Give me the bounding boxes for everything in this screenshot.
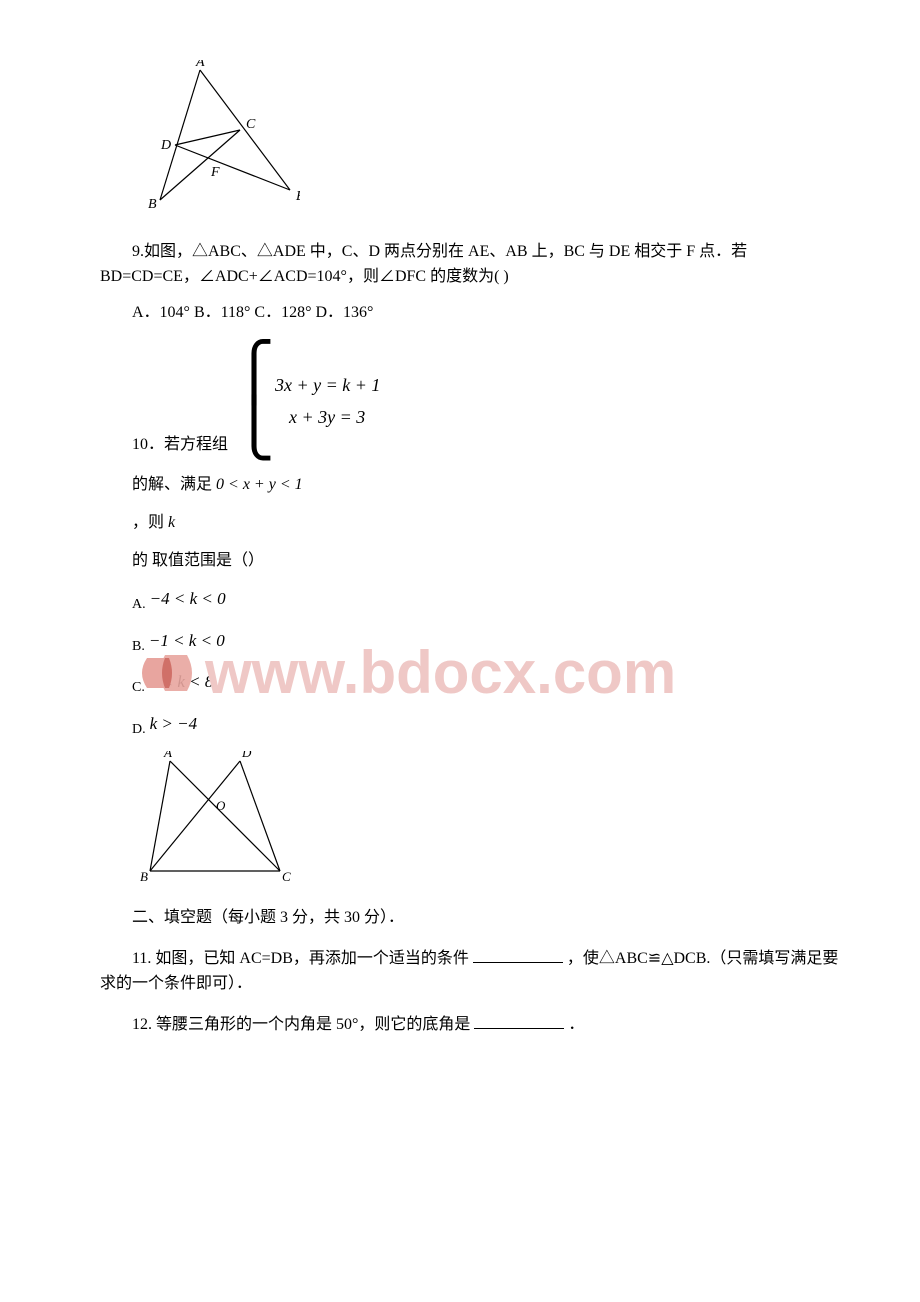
optC-label: C.	[132, 681, 145, 696]
svg-text:E: E	[295, 189, 300, 204]
q11-t1: 11. 如图，已知 AC=DB，再添加一个适当的条件	[132, 950, 469, 967]
svg-text:C: C	[246, 117, 256, 132]
optD-expr: k > −4	[150, 714, 198, 733]
q10-range-line: 的 取值范围是（）	[100, 548, 840, 574]
svg-text:B: B	[140, 869, 148, 881]
q10-optB: B. −1 < k < 0	[100, 627, 840, 659]
q10-cond-line: 的解、满足 0 < x + y < 1	[100, 472, 840, 498]
eq2: x + 3y = 3	[275, 401, 380, 433]
svg-text:A: A	[195, 60, 205, 70]
svg-text:D: D	[241, 751, 252, 760]
q10-k: k	[168, 514, 175, 531]
q12-t2: ．	[568, 1016, 584, 1033]
q10-cond: 0 < x + y < 1	[216, 476, 303, 493]
eq1: 3x + y = k + 1	[275, 369, 380, 401]
svg-text:B: B	[148, 197, 157, 210]
q11-text: 11. 如图，已知 AC=DB，再添加一个适当的条件 ，使△ABC≌△DCB.（…	[100, 946, 840, 997]
svg-text:D: D	[160, 138, 171, 153]
q10-sol-label: 的解、满足	[132, 476, 212, 493]
svg-text:F: F	[210, 165, 220, 180]
q10-optA: A. −4 < k < 0	[100, 585, 840, 617]
optA-expr: −4 < k < 0	[150, 589, 226, 608]
svg-text:O: O	[216, 798, 226, 813]
equation-system: ⎧⎩ 3x + y = k + 1 x + 3y = 3	[233, 345, 380, 457]
eq1-rhs: k + 1	[342, 375, 380, 395]
section2-title: 二、填空题（每小题 3 分，共 30 分）．	[100, 905, 840, 931]
q10-then: ，则	[132, 514, 164, 531]
optD-label: D.	[132, 722, 146, 737]
brace-icon: ⎧⎩	[233, 345, 275, 457]
eq1-lhs: 3x + y	[275, 375, 321, 395]
q12-blank	[474, 1013, 564, 1029]
q12-t1: 12. 等腰三角形的一个内角是 50°，则它的底角是	[132, 1016, 470, 1033]
optB-expr: −1 < k < 0	[149, 631, 225, 650]
q11-blank	[473, 947, 563, 963]
optA-label: A.	[132, 597, 146, 612]
optC-expr: 0 < k < 8	[149, 672, 214, 691]
q10-stem: 10．若方程组 ⎧⎩ 3x + y = k + 1 x + 3y = 3	[100, 345, 840, 457]
q10-optC: C. 0 < k < 8	[100, 668, 840, 700]
eq2-lhs: x + 3y	[289, 407, 335, 427]
q9-options: A．104° B．118° C．128° D．136°	[100, 300, 840, 326]
q9-text: 9.如图，△ABC、△ADE 中，C、D 两点分别在 AE、AB 上，BC 与 …	[100, 239, 840, 290]
q12-text: 12. 等腰三角形的一个内角是 50°，则它的底角是 ．	[100, 1012, 840, 1038]
q10-optD: D. k > −4	[100, 710, 840, 742]
q11-figure: A D B C O	[140, 751, 840, 890]
svg-text:A: A	[163, 751, 172, 760]
q10-then-line: ，则 k	[100, 510, 840, 536]
q9-figure: A B C D E F	[140, 60, 840, 219]
optB-label: B.	[132, 639, 145, 654]
eq2-rhs: 3	[356, 407, 365, 427]
svg-text:C: C	[282, 869, 291, 881]
q10-prefix: 10．若方程组	[100, 432, 228, 458]
